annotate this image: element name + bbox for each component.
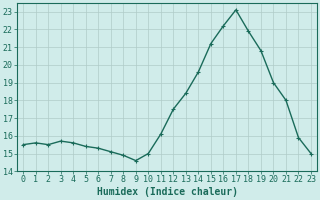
X-axis label: Humidex (Indice chaleur): Humidex (Indice chaleur) xyxy=(97,187,237,197)
